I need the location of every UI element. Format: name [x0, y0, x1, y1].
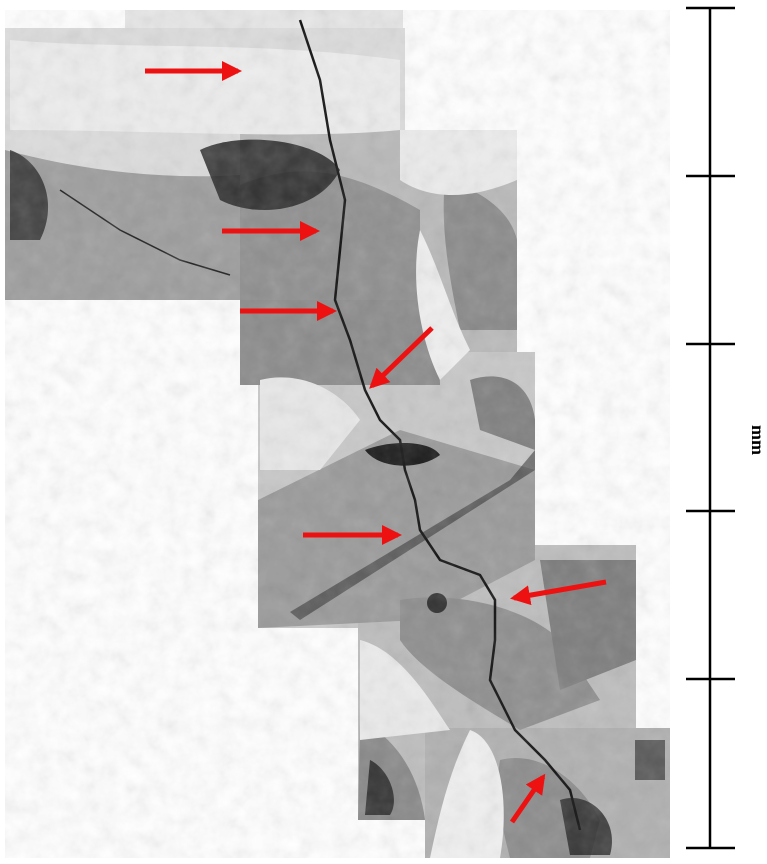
scale-bar	[686, 6, 735, 850]
arrow	[369, 326, 434, 389]
arrow	[510, 579, 607, 606]
scale-label: mm	[748, 425, 767, 455]
arrows	[145, 61, 607, 824]
arrow	[509, 773, 546, 824]
micrograph-mosaic	[5, 10, 670, 858]
texture	[5, 10, 670, 858]
